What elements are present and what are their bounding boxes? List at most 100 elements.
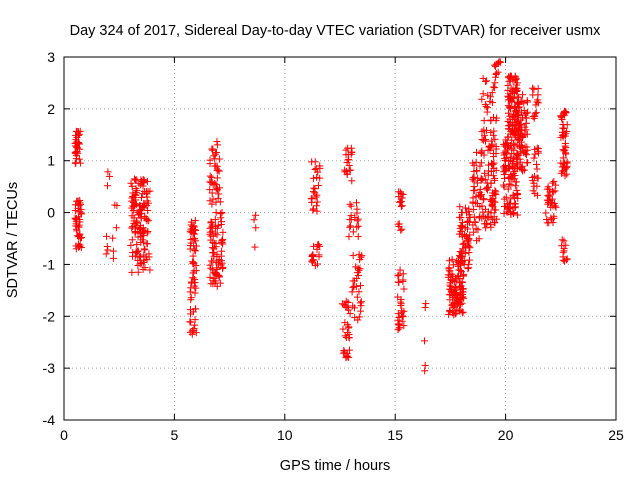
data-point [357,282,365,290]
data-point [218,247,226,255]
data-point [558,116,566,124]
data-point [207,257,215,265]
plot-frame [63,56,617,421]
data-point [354,316,362,324]
data-point [447,283,455,291]
data-point [216,198,224,206]
data-point [491,61,499,69]
data-point [398,317,406,325]
data-point [450,311,458,319]
data-point [312,202,320,210]
data-point [131,252,139,260]
data-point [133,187,141,195]
y-tick-label: -3 [43,360,56,376]
data-point [209,238,217,246]
data-point [487,196,495,204]
data-point [517,148,525,156]
data-point [550,212,558,220]
data-point [501,165,509,173]
data-point [216,279,224,287]
data-point [472,225,480,233]
data-point [144,207,152,215]
data-point [478,190,486,198]
data-point [490,83,498,91]
data-point [469,175,477,183]
data-point [462,243,470,251]
data-point [208,189,216,197]
data-point [546,188,554,196]
data-point [515,143,523,151]
data-point [560,147,568,155]
data-point [349,302,357,310]
data-point [206,261,214,269]
data-point [143,240,151,248]
data-point [394,272,402,280]
data-point [341,332,349,340]
data-point [139,182,147,190]
data-point [312,164,320,172]
data-point [457,221,465,229]
data-point [102,250,110,258]
data-point [483,108,491,116]
data-point [544,183,552,191]
data-point [487,159,495,167]
data-point [455,299,463,307]
data-point [76,197,84,205]
data-point [143,177,151,185]
data-point [480,117,488,125]
data-point [486,97,494,105]
data-point [349,252,357,260]
y-tick-label: -4 [43,412,56,428]
data-point [446,271,454,279]
data-point [490,153,498,161]
data-point [506,125,514,133]
data-point [213,166,221,174]
data-point [547,203,555,211]
data-point [207,232,215,240]
data-point [211,162,219,170]
data-point [72,218,80,226]
data-point [73,127,81,135]
data-point [191,321,199,329]
data-point [104,168,112,176]
data-point [190,222,198,230]
data-point [464,237,472,245]
data-point [487,168,495,176]
data-point [218,209,226,217]
data-point [455,279,463,287]
data-point [483,77,491,85]
data-point [394,316,402,324]
data-point [315,253,323,261]
data-point [550,178,558,186]
data-point [484,184,492,192]
data-point [313,260,321,268]
data-point [134,247,142,255]
data-point [529,84,537,92]
data-point [488,142,496,150]
data-point [191,246,199,254]
data-point [459,308,467,316]
data-point [515,132,523,140]
data-point [71,214,79,222]
data-point [505,93,513,101]
data-point [191,289,199,297]
data-point [520,107,528,115]
y-tick-label: 1 [47,153,55,169]
data-point [480,195,488,203]
data-point [521,150,529,158]
data-point [421,367,429,375]
data-point [505,205,513,213]
data-point [349,228,357,236]
data-point [112,224,120,232]
data-point [133,218,141,226]
data-point [186,288,194,296]
data-point [504,133,512,141]
data-point [542,209,550,217]
data-point [461,204,469,212]
data-point [470,213,478,221]
data-point [558,242,566,250]
data-point [522,114,530,122]
data-point [480,151,488,159]
data-point [75,201,83,209]
data-point [500,210,508,218]
